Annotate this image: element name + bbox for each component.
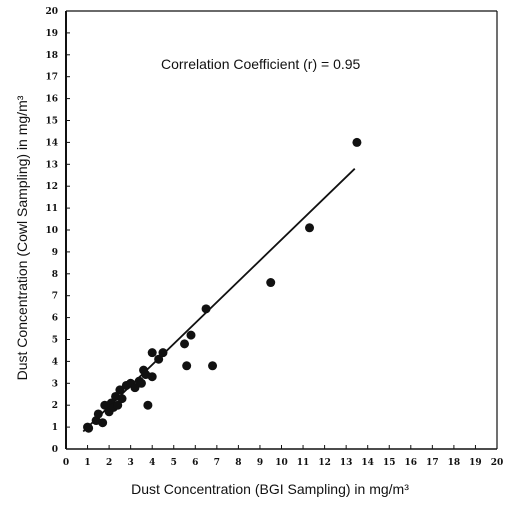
regression-line xyxy=(82,168,356,433)
x-tick-label: 19 xyxy=(469,458,482,468)
data-point xyxy=(186,330,196,340)
y-tick-label: 18 xyxy=(45,51,58,61)
y-tick-label: 2 xyxy=(52,401,58,411)
x-tick-label: 18 xyxy=(448,458,461,468)
x-tick-label: 12 xyxy=(318,458,331,468)
x-tick-label: 9 xyxy=(257,458,263,468)
y-tick-label: 7 xyxy=(52,292,58,302)
data-points xyxy=(83,137,362,433)
x-tick-label: 4 xyxy=(149,458,155,468)
x-axis-title: Dust Concentration (BGI Sampling) in mg/… xyxy=(131,481,409,497)
data-point xyxy=(208,361,218,371)
x-tick-label: 5 xyxy=(171,458,177,468)
x-tick-label: 15 xyxy=(383,458,396,468)
data-point xyxy=(93,409,103,419)
x-tick-label: 7 xyxy=(214,458,220,468)
x-tick-label: 11 xyxy=(297,458,310,468)
axis-ticks: 0 1 2 3 4 5 6 7 8 9 10 11 12 13 14 15 16 17 18 19 2001234567… xyxy=(45,7,503,468)
y-tick-label: 0 xyxy=(52,445,58,455)
data-point xyxy=(147,372,157,382)
data-point xyxy=(201,304,211,314)
y-tick-label: 11 xyxy=(45,204,58,214)
data-point xyxy=(305,223,315,233)
data-point xyxy=(84,423,94,433)
y-tick-label: 12 xyxy=(45,182,58,192)
y-tick-label: 17 xyxy=(45,73,58,83)
x-tick-label: 8 xyxy=(235,458,241,468)
y-tick-label: 3 xyxy=(52,379,58,389)
x-tick-label: 10 xyxy=(275,458,288,468)
y-tick-label: 14 xyxy=(45,138,58,148)
data-point xyxy=(113,400,123,410)
x-tick-label: 14 xyxy=(361,458,374,468)
x-tick-label: 6 xyxy=(192,458,198,468)
y-tick-label: 9 xyxy=(52,248,58,258)
y-tick-label: 15 xyxy=(45,117,58,127)
y-tick-label: 1 xyxy=(52,423,58,433)
y-tick-label: 10 xyxy=(45,226,58,236)
data-point xyxy=(352,137,362,147)
data-point xyxy=(266,278,276,288)
y-tick-label: 8 xyxy=(52,270,58,280)
x-tick-label: 2 xyxy=(106,458,112,468)
correlation-annotation: Correlation Coefficient (r) = 0.95 xyxy=(161,56,361,72)
x-tick-label: 17 xyxy=(426,458,439,468)
y-tick-label: 4 xyxy=(52,357,58,367)
data-point xyxy=(143,400,153,410)
data-point xyxy=(130,383,140,393)
data-point xyxy=(154,354,164,364)
data-point xyxy=(180,339,190,349)
y-tick-label: 5 xyxy=(52,336,58,346)
x-tick-label: 3 xyxy=(128,458,134,468)
data-point xyxy=(158,348,168,358)
y-tick-label: 16 xyxy=(45,95,58,105)
data-point xyxy=(147,348,157,358)
y-axis-title: Dust Concentration (Cowl Sampling) in mg… xyxy=(14,95,30,380)
data-point xyxy=(115,385,125,395)
x-tick-label: 20 xyxy=(491,458,504,468)
x-tick-label: 13 xyxy=(340,458,353,468)
y-tick-label: 6 xyxy=(52,314,58,324)
x-tick-label: 16 xyxy=(405,458,418,468)
fit-line xyxy=(82,168,356,433)
y-tick-label: 20 xyxy=(45,7,58,17)
x-tick-label: 0 xyxy=(63,458,69,468)
data-point xyxy=(117,394,127,404)
y-tick-label: 19 xyxy=(45,29,58,39)
data-point xyxy=(182,361,192,371)
x-tick-label: 1 xyxy=(84,458,90,468)
y-tick-label: 13 xyxy=(45,160,58,170)
data-point xyxy=(98,418,108,428)
data-point xyxy=(136,378,146,388)
